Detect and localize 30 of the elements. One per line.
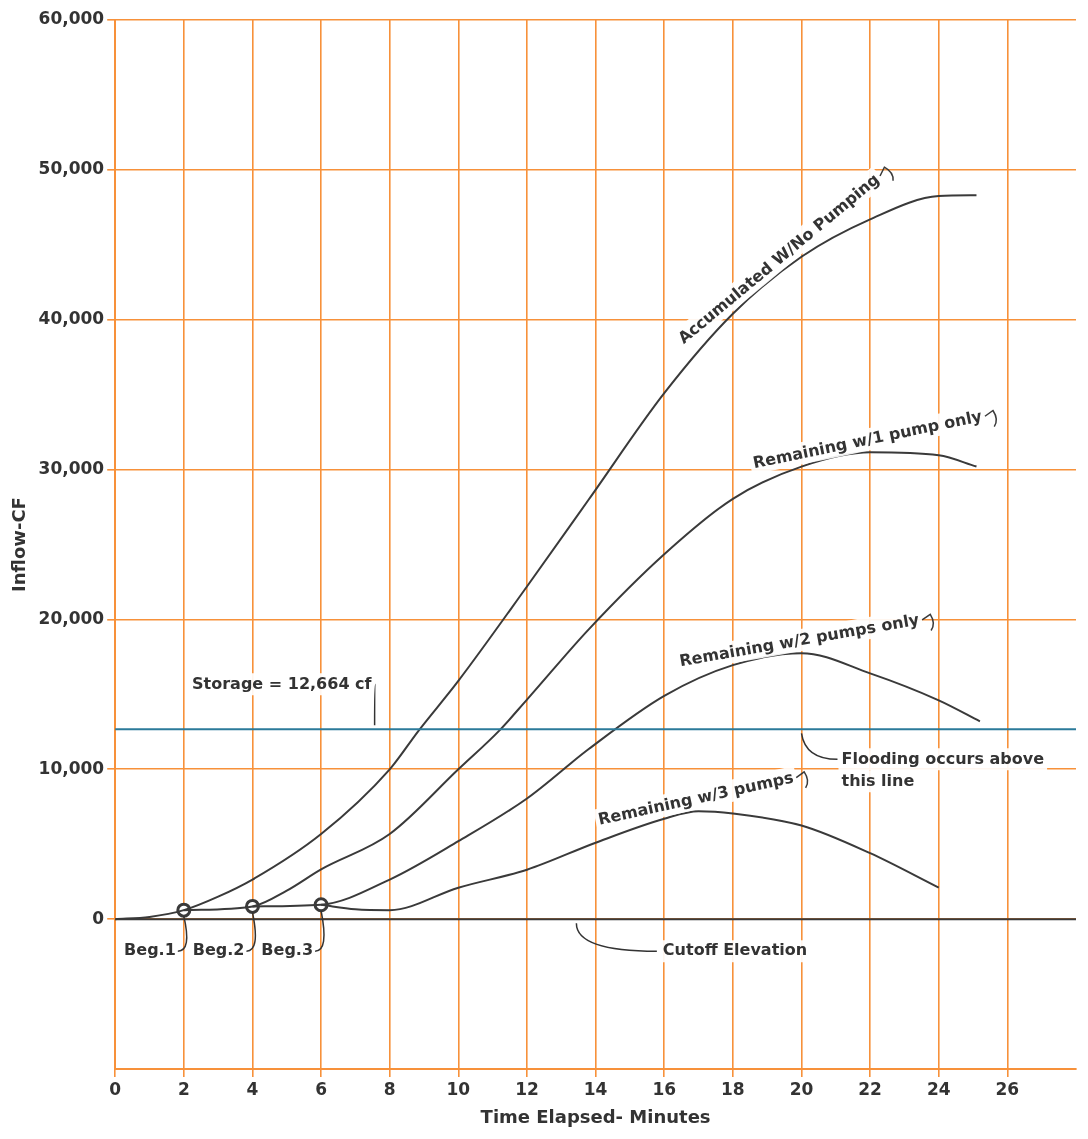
x-tick-label: 2	[177, 1078, 190, 1099]
y-tick-label: 20,000	[38, 607, 105, 628]
ref-line-label: Cutoff Elevation	[662, 940, 808, 960]
x-tick-label: 16	[652, 1078, 677, 1099]
x-tick-label: 0	[109, 1078, 122, 1099]
x-tick-label: 6	[315, 1078, 328, 1099]
annotation: Beg.2	[192, 940, 245, 960]
y-tick-label: 50,000	[38, 158, 105, 179]
x-tick-label: 22	[858, 1078, 882, 1099]
x-tick-label: 20	[789, 1078, 814, 1099]
x-tick-label: 4	[246, 1078, 259, 1099]
x-tick-label: 10	[446, 1078, 471, 1099]
x-axis-title: Time Elapsed- Minutes	[480, 1105, 711, 1127]
text: Remaining w/2 pumps only	[677, 609, 922, 671]
annotation: Flooding occurs above this line	[841, 748, 1045, 790]
annotation: Beg.1	[124, 940, 176, 960]
y-tick-label: 0	[92, 907, 105, 928]
y-tick-label: 30,000	[38, 457, 105, 478]
y-tick-label: 10,000	[38, 757, 105, 778]
y-axis-title: Inflow-CF	[8, 497, 30, 592]
x-tick-label: 26	[995, 1078, 1020, 1099]
x-tick-label: 8	[383, 1078, 396, 1099]
x-tick-label: 12	[515, 1078, 539, 1099]
ref-line-label: Storage = 12,664 cf	[192, 673, 373, 693]
x-tick-label: 18	[721, 1078, 745, 1099]
y-tick-label: 60,000	[38, 8, 105, 29]
annotation: Beg.3	[261, 940, 314, 960]
y-tick-label: 40,000	[38, 308, 105, 329]
x-tick-label: 14	[583, 1078, 608, 1099]
x-tick-label: 24	[926, 1078, 951, 1099]
